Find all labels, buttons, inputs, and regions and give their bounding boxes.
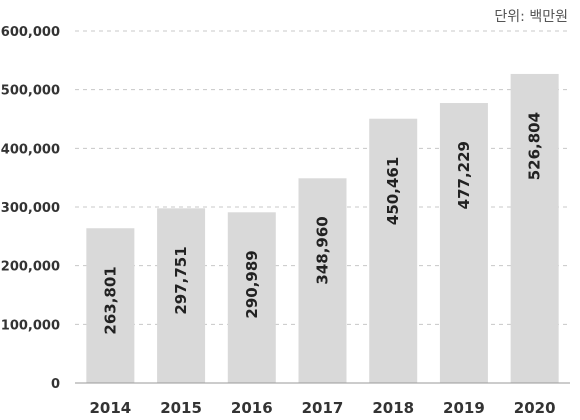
bar <box>439 103 488 384</box>
bar <box>510 73 559 383</box>
bar <box>227 212 276 383</box>
data-label: 348,960 <box>314 216 332 284</box>
y-tick-label: 600,000 <box>1 25 60 40</box>
data-label: 263,801 <box>101 266 119 334</box>
x-tick-label: 2016 <box>231 399 273 417</box>
bar <box>86 228 135 383</box>
data-label: 290,989 <box>243 250 261 318</box>
y-tick-label: 100,000 <box>1 318 60 333</box>
x-tick-label: 2014 <box>89 399 131 417</box>
y-tick-label: 0 <box>51 377 60 392</box>
y-tick-label: 300,000 <box>1 201 60 216</box>
bar <box>157 208 206 383</box>
x-tick-label: 2018 <box>372 399 414 417</box>
x-tick-label: 2017 <box>302 399 344 417</box>
data-label: 477,229 <box>455 141 473 209</box>
y-tick-label: 500,000 <box>1 84 60 99</box>
x-tick-label: 2020 <box>514 399 556 417</box>
unit-label: 단위: 백만원 <box>494 9 568 25</box>
y-tick-label: 400,000 <box>1 142 60 157</box>
data-label: 297,751 <box>172 246 190 314</box>
data-label: 526,804 <box>526 112 544 180</box>
x-tick-label: 2015 <box>160 399 202 417</box>
data-label: 450,461 <box>384 157 402 225</box>
y-tick-label: 200,000 <box>1 260 60 275</box>
bar <box>298 178 347 383</box>
bar <box>369 118 418 383</box>
x-tick-label: 2019 <box>443 399 485 417</box>
